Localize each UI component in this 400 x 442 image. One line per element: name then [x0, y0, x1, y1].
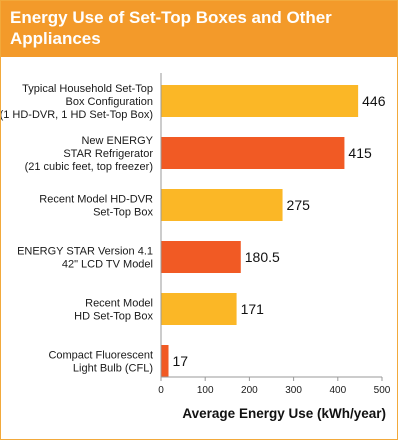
bar — [161, 137, 345, 169]
bar — [161, 85, 359, 117]
x-tick-label: 200 — [241, 385, 258, 396]
category-label-line: Set-Top Box — [93, 207, 153, 219]
category-label-line: Compact Fluorescent — [48, 350, 153, 362]
bar — [161, 241, 241, 273]
category-label-line: Box Configuration — [66, 96, 153, 108]
category-label: Typical Household Set-Top Box Configurati… — [1, 83, 153, 121]
category-label-line: (21 cubic feet, top freezer) — [25, 161, 153, 173]
category-label: New ENERGY STAR Refrigerator (21 cubic fee… — [25, 135, 154, 173]
category-label-line: HD Set-Top Box — [74, 311, 153, 323]
chart-title: Energy Use of Set-Top Boxes and Other Ap… — [10, 8, 332, 48]
bar — [161, 345, 169, 377]
x-tick-label: 0 — [158, 385, 164, 396]
category-label-line: Typical Household Set-Top — [22, 83, 153, 95]
x-tick-label: 500 — [374, 385, 391, 396]
data-label: 17 — [173, 353, 189, 369]
data-label: 446 — [362, 93, 386, 109]
data-label: 415 — [348, 145, 372, 161]
x-axis-title: Average Energy Use (kWh/year) — [182, 406, 386, 421]
category-label: Recent Model HD Set-Top Box — [74, 298, 153, 323]
bar — [161, 293, 237, 325]
data-label: 180.5 — [245, 249, 280, 265]
x-tick-label: 100 — [197, 385, 214, 396]
x-tick-label: 400 — [329, 385, 346, 396]
category-label-line: 42" LCD TV Model — [62, 259, 153, 271]
category-label-line: Recent Model — [85, 298, 153, 310]
category-label-line: (1 HD-DVR, 1 HD Set-Top Box) — [1, 109, 153, 121]
data-label: 171 — [241, 301, 265, 317]
category-label-line: STAR Refrigerator — [63, 148, 153, 160]
category-label: ENERGY STAR Version 4.1 42" LCD TV Model — [17, 246, 153, 271]
bar — [161, 189, 283, 221]
category-label-line: New ENERGY — [81, 135, 153, 147]
category-label-line: Recent Model HD-DVR — [39, 194, 153, 206]
x-tick-label: 300 — [285, 385, 302, 396]
category-label-line: ENERGY STAR Version 4.1 — [17, 246, 153, 258]
category-label-line: Light Bulb (CFL) — [73, 363, 153, 375]
data-label: 275 — [287, 197, 311, 213]
title-banner: Energy Use of Set-Top Boxes and Other Ap… — [1, 1, 397, 57]
category-label: Compact Fluorescent Light Bulb (CFL) — [48, 350, 153, 375]
category-label: Recent Model HD-DVR Set-Top Box — [39, 194, 153, 219]
